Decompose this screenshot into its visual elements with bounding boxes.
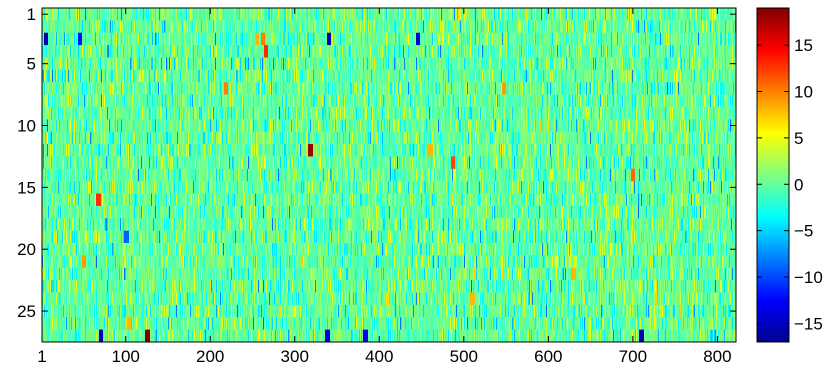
heatmap-row bbox=[42, 304, 737, 318]
heatmap-row bbox=[42, 144, 737, 157]
heatmap-row bbox=[42, 20, 737, 34]
colorbar-tick-label: 0 bbox=[794, 175, 803, 194]
heatmap-row bbox=[42, 267, 737, 281]
x-tick-label: 300 bbox=[281, 347, 309, 366]
heatmap-row bbox=[42, 168, 737, 182]
y-tick-label: 25 bbox=[17, 302, 36, 321]
heatmap-row bbox=[42, 45, 737, 58]
heatmap-row bbox=[42, 32, 737, 46]
colorbar-tick-label: 15 bbox=[794, 36, 813, 55]
y-tick-label: 10 bbox=[17, 117, 36, 136]
x-tick-label: 700 bbox=[619, 347, 647, 366]
heatmap-row bbox=[42, 243, 737, 256]
heatmap-row bbox=[42, 230, 737, 244]
heatmap-row bbox=[42, 181, 737, 194]
heatmap-row bbox=[42, 57, 737, 71]
x-tick-label: 100 bbox=[111, 347, 139, 366]
heatmap-row bbox=[42, 218, 737, 231]
colorbar-tick-label: 10 bbox=[794, 83, 813, 102]
heatmap-row bbox=[42, 193, 737, 207]
colorbar-tick-label: −10 bbox=[794, 268, 823, 287]
x-tick-label: 800 bbox=[703, 347, 731, 366]
colorbar-tick-label: −15 bbox=[794, 314, 823, 333]
x-tick-label: 600 bbox=[534, 347, 562, 366]
plot-frame bbox=[41, 7, 737, 343]
heatmap-row bbox=[42, 255, 737, 269]
y-tick-label: 15 bbox=[17, 178, 36, 197]
y-tick-label: 1 bbox=[27, 5, 36, 24]
heatmap-row bbox=[42, 329, 737, 343]
heatmap-row bbox=[42, 69, 737, 83]
y-tick-label: 5 bbox=[27, 55, 36, 74]
plot-area bbox=[42, 8, 737, 343]
colorbar-tick-label: 5 bbox=[794, 129, 803, 148]
x-axis: 1 100 200 300 400 500 600 700 800 bbox=[37, 8, 732, 366]
x-tick-label: 1 bbox=[37, 347, 46, 366]
heatmap-row bbox=[42, 317, 737, 330]
heatmap-row bbox=[42, 292, 737, 306]
colorbar: 15 10 5 0 −5 −10 −15 bbox=[756, 7, 823, 343]
heatmap-row bbox=[42, 280, 737, 293]
x-tick-label: 200 bbox=[196, 347, 224, 366]
heatmap-row bbox=[42, 82, 737, 95]
heatmap-row bbox=[42, 205, 737, 219]
heatmap-row bbox=[42, 119, 737, 132]
x-tick-label: 500 bbox=[450, 347, 478, 366]
heatmap-row bbox=[42, 131, 737, 145]
heatmap-row bbox=[42, 8, 737, 21]
heatmap-row bbox=[42, 106, 737, 120]
colorbar-tick-label: −5 bbox=[794, 222, 813, 241]
y-tick-label: 20 bbox=[17, 240, 36, 259]
colorbar-gradient bbox=[756, 7, 790, 343]
x-tick-label: 400 bbox=[365, 347, 393, 366]
heatmap-row bbox=[42, 94, 737, 108]
heatmap-row bbox=[42, 156, 737, 170]
